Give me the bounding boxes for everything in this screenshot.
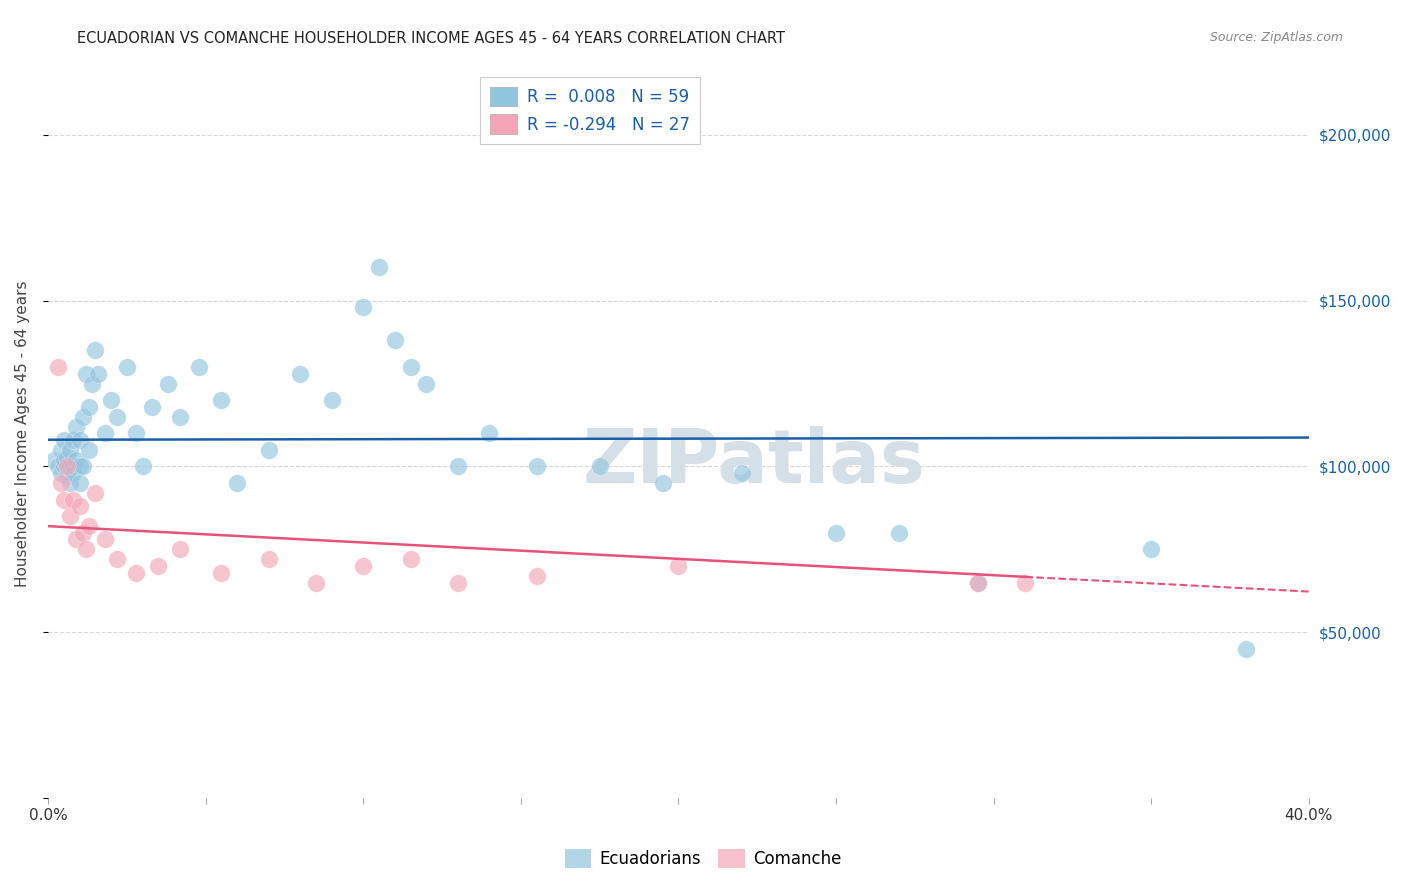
Point [94,426,117,441]
Point [52,459,75,474]
Point [415,376,437,391]
Point [188,359,211,374]
Point [65,452,87,467]
Point [209,393,232,408]
Point [352,558,374,573]
Point [65,419,87,434]
Point [77,442,100,457]
Point [59,459,82,474]
Point [148,558,170,573]
Point [56,469,79,483]
Point [226,476,249,491]
Point [62,492,84,507]
Point [94,533,117,547]
Point [49,466,72,480]
Point [62,433,84,447]
Point [1234,641,1257,656]
Point [59,442,82,457]
Point [887,525,910,540]
Point [447,459,470,474]
Point [447,575,470,590]
Point [107,552,129,566]
Point [825,525,848,540]
Point [65,533,87,547]
Point [526,459,548,474]
Point [478,426,501,441]
Point [305,575,328,590]
Point [1140,542,1163,557]
Point [651,476,673,491]
Point [257,442,280,457]
Point [44,452,66,467]
Point [668,558,690,573]
Point [399,359,422,374]
Point [56,450,79,464]
Point [69,500,91,514]
Legend: R =  0.008   N = 59, R = -0.294   N = 27: R = 0.008 N = 59, R = -0.294 N = 27 [481,77,700,144]
Point [69,433,91,447]
Point [209,566,232,580]
Point [257,552,280,566]
Point [62,459,84,474]
Point [526,569,548,583]
Point [52,433,75,447]
Point [107,409,129,424]
Point [1014,575,1036,590]
Point [72,459,94,474]
Point [352,300,374,314]
Point [77,400,100,414]
Point [321,393,343,408]
Point [59,476,82,491]
Point [46,359,69,374]
Point [72,409,94,424]
Point [967,575,990,590]
Point [84,486,107,500]
Point [290,367,312,381]
Point [59,509,82,524]
Point [169,542,191,557]
Text: Source: ZipAtlas.com: Source: ZipAtlas.com [1209,31,1343,45]
Point [52,492,75,507]
Point [141,400,163,414]
Point [169,409,191,424]
Point [131,459,153,474]
Point [56,459,79,474]
Point [69,459,91,474]
Point [52,452,75,467]
Point [125,426,148,441]
Point [49,476,72,491]
Point [368,260,391,275]
Point [125,566,148,580]
Point [69,476,91,491]
Point [84,343,107,358]
Legend: Ecuadorians, Comanche: Ecuadorians, Comanche [558,842,848,875]
Point [75,542,97,557]
Point [82,376,104,391]
Point [46,459,69,474]
Point [156,376,179,391]
Point [87,367,110,381]
Point [49,442,72,457]
Point [967,575,990,590]
Point [399,552,422,566]
Point [115,359,138,374]
Point [730,466,752,480]
Point [72,525,94,540]
Point [589,459,612,474]
Text: ECUADORIAN VS COMANCHE HOUSEHOLDER INCOME AGES 45 - 64 YEARS CORRELATION CHART: ECUADORIAN VS COMANCHE HOUSEHOLDER INCOM… [77,31,786,46]
Point [77,519,100,533]
Text: ZIPatlas: ZIPatlas [583,426,925,499]
Point [75,367,97,381]
Y-axis label: Householder Income Ages 45 - 64 years: Householder Income Ages 45 - 64 years [15,280,30,587]
Point [62,466,84,480]
Point [384,334,406,348]
Point [100,393,122,408]
